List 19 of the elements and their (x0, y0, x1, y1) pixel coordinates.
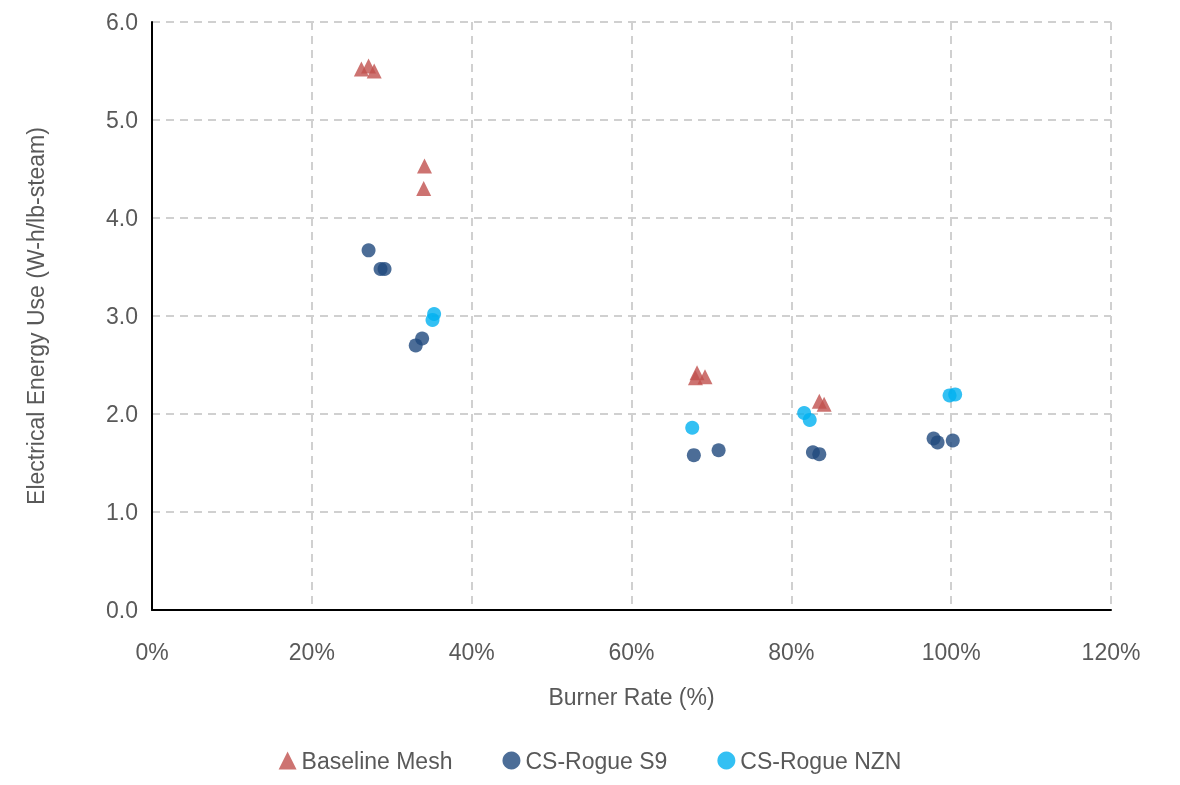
y-tick-label: 1.0 (106, 499, 138, 525)
legend-label: CS-Rogue NZN (740, 747, 902, 774)
y-tick-label: 5.0 (106, 107, 138, 133)
y-tick-label: 6.0 (106, 9, 138, 35)
x-tick-label: 20% (288, 638, 335, 665)
y-axis-title: Electrical Energy Use (W-h/lb-steam) (22, 127, 49, 505)
x-tick-label: 40% (448, 638, 495, 665)
legend-label: Baseline Mesh (301, 747, 453, 774)
x-axis-title: Burner Rate (%) (548, 683, 715, 710)
y-tick-label: 0.0 (106, 597, 138, 623)
x-tick-label: 100% (921, 638, 981, 665)
y-tick-label: 2.0 (106, 401, 138, 427)
x-tick-label: 80% (768, 638, 815, 665)
y-tick-label: 3.0 (106, 303, 138, 329)
x-tick-label: 60% (608, 638, 655, 665)
y-tick-label: 4.0 (106, 205, 138, 231)
x-tick-label: 120% (1081, 638, 1141, 665)
x-tick-label: 0% (135, 638, 169, 665)
legend-label: CS-Rogue S9 (525, 747, 668, 774)
